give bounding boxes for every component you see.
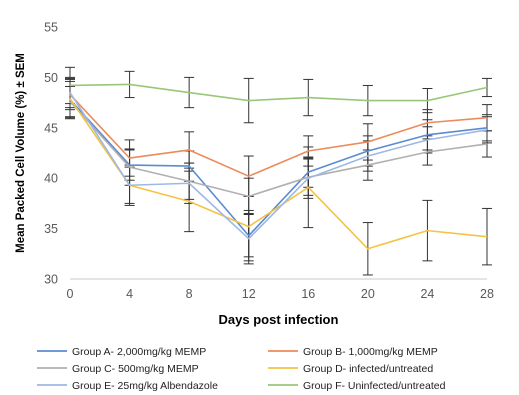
- legend-label: Group B- 1,000mg/kg MEMP: [303, 346, 438, 358]
- x-tick-label: 8: [186, 287, 193, 301]
- series-line-6: [69, 83, 488, 102]
- legend-label: Group C- 500mg/kg MEMP: [72, 363, 199, 375]
- y-axis-title: Mean Packed Cell Volume (%) ± SEM: [15, 53, 27, 253]
- x-tick-label: 0: [67, 287, 74, 301]
- legend-label: Group D- infected/untreated: [303, 363, 433, 375]
- error-bars-group: [65, 66, 492, 276]
- x-tick-label: 16: [301, 287, 315, 301]
- y-tick-label: 35: [44, 222, 58, 236]
- x-tick-label: 24: [420, 287, 434, 301]
- y-tick-label: 45: [44, 121, 58, 135]
- series-line-5: [69, 92, 488, 240]
- y-tick-label: 30: [44, 273, 58, 287]
- series-line-4: [69, 98, 488, 250]
- x-tick-label: 20: [361, 287, 375, 301]
- x-tick-label: 4: [126, 287, 133, 301]
- legend-label: Group A- 2,000mg/kg MEMP: [72, 346, 206, 358]
- legend-label: Group F- Uninfected/untreated: [303, 380, 446, 392]
- x-tick-label: 28: [480, 287, 494, 301]
- y-tick-label: 55: [44, 21, 58, 35]
- series-line-2: [69, 93, 488, 177]
- series-line-1: [69, 99, 488, 237]
- x-tick-label: 12: [242, 287, 256, 301]
- series-line-3: [69, 101, 488, 198]
- x-axis-title: Days post infection: [219, 312, 339, 327]
- legend-label: Group E- 25mg/kg Albendazole: [72, 380, 218, 392]
- y-tick-label: 40: [44, 172, 58, 186]
- y-tick-label: 50: [44, 71, 58, 85]
- legend: Group A- 2,000mg/kg MEMP Group B- 1,000mg…: [37, 346, 446, 392]
